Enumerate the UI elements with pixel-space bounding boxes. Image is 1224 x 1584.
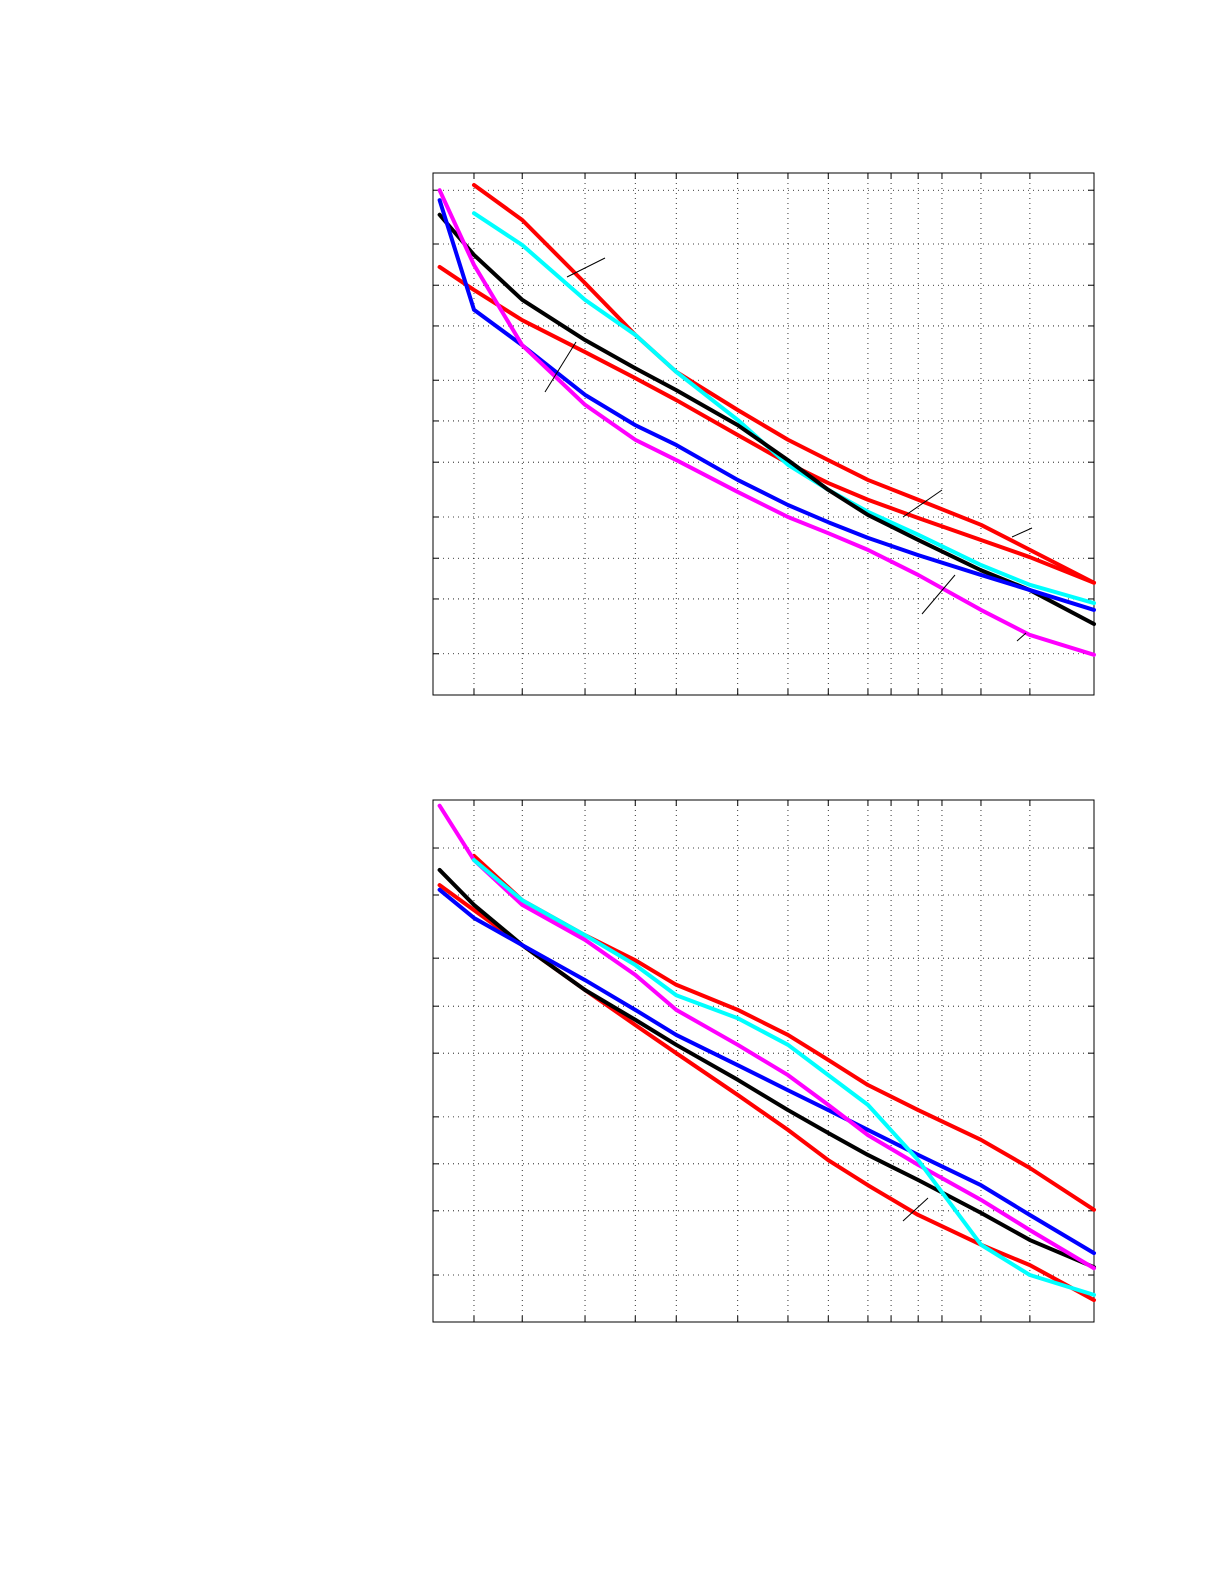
series-line bbox=[437, 883, 1096, 1303]
annotation-stroke bbox=[902, 489, 943, 518]
plot-frame bbox=[432, 172, 1095, 696]
series-line bbox=[437, 188, 1096, 657]
annotation-stroke bbox=[1016, 632, 1027, 642]
series-line bbox=[471, 858, 1096, 1297]
series-line bbox=[437, 198, 1096, 612]
annotation-stroke bbox=[902, 1197, 929, 1222]
series-line bbox=[471, 853, 1096, 1212]
series-line bbox=[437, 803, 1096, 1271]
annotation-stroke bbox=[544, 341, 577, 393]
series-line bbox=[437, 264, 1096, 585]
annotation-stroke bbox=[1011, 527, 1033, 538]
annotation-stroke bbox=[921, 574, 956, 615]
annotation-stroke bbox=[566, 257, 606, 278]
annotation-strokes bbox=[544, 257, 1033, 1222]
plot-frame bbox=[432, 799, 1095, 1323]
series-line bbox=[437, 887, 1096, 1256]
series-line bbox=[471, 211, 1096, 606]
series-line bbox=[471, 183, 1096, 585]
series-line bbox=[437, 212, 1096, 627]
chart bbox=[432, 799, 1096, 1323]
chart bbox=[432, 172, 1096, 696]
